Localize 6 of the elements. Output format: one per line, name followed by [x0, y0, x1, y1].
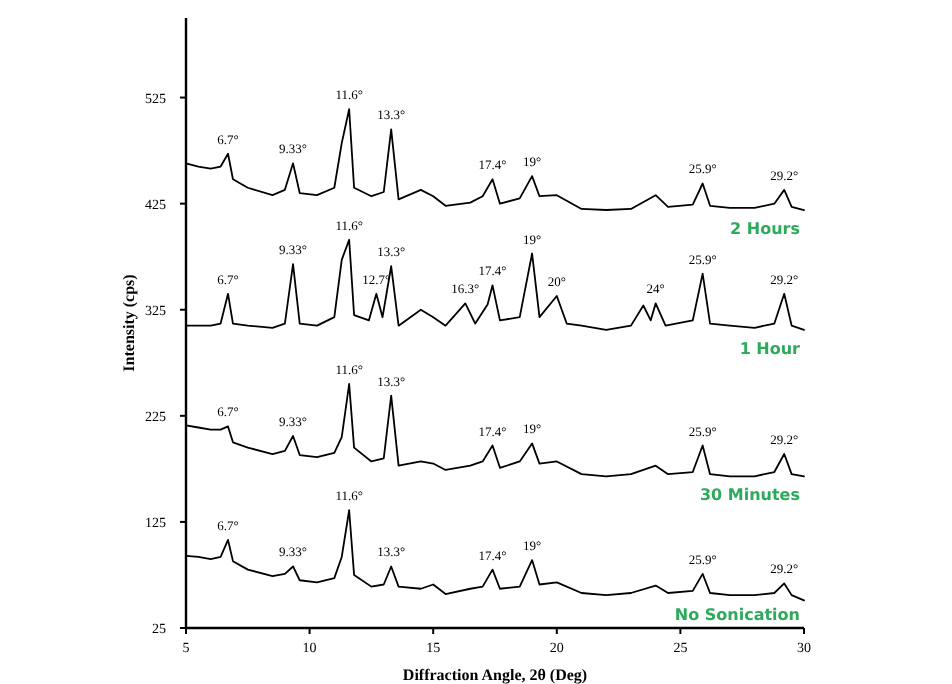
x-axis-title: Diffraction Angle, 2θ (Deg) — [402, 666, 588, 684]
series-label: No Sonication — [674, 606, 801, 624]
series-label: 1 Hour — [739, 339, 801, 358]
series-label: 2 Hours — [730, 220, 801, 239]
series-label: 30 Minutes — [699, 486, 801, 505]
y-axis-title: Intensity (cps) — [120, 273, 138, 372]
